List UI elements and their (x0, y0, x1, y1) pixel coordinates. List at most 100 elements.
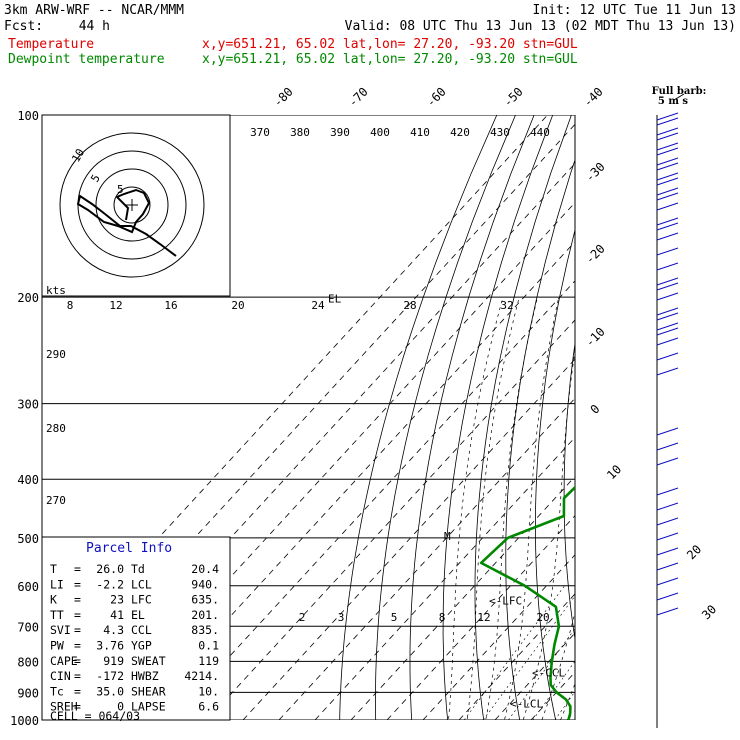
mixing-ratio-label: 5 (391, 611, 398, 624)
wind-barb (656, 487, 679, 496)
isotherm-label: -70 (346, 85, 371, 110)
parcel-param-name: YGP (131, 639, 152, 653)
isotherm-line (278, 397, 575, 720)
barb-legend-units: 5 m s (658, 96, 689, 107)
level-marker-el: EL (328, 292, 342, 305)
mixing-ratio-label: 20 (536, 611, 549, 624)
isotherm-label: 20 (684, 542, 704, 562)
theta-label: 390 (330, 126, 350, 139)
level-markers: EL <-LFC <-CCL <-LCL M (328, 292, 565, 710)
parcel-param-equals: = (74, 684, 81, 698)
mixing-ratio-label: 3 (338, 611, 345, 624)
parcel-param-value: 20.4 (191, 562, 219, 576)
parcel-param-name: TT (50, 608, 64, 622)
wind-barb (656, 427, 679, 436)
mixing-ratio-label: 32 (500, 299, 513, 312)
moist-adiabat (560, 682, 575, 720)
dry-adiabat (409, 115, 535, 720)
parcel-param-name: CAPE (50, 654, 78, 668)
parcel-info-box: Parcel Info T = 26.0 Td 20.4 LI = -2.2 LCL 940. K =… (41, 536, 231, 723)
parcel-param-value: 919 (103, 654, 124, 668)
dry-adiabat (375, 115, 516, 720)
isotherm-line (458, 593, 575, 720)
pressure-tick-label: 400 (17, 473, 39, 487)
sounding-series (479, 115, 740, 720)
parcel-param-value: 119 (198, 654, 219, 668)
parcel-param-name: SHEAR (131, 684, 166, 698)
wind-barb (656, 337, 679, 346)
parcel-param-name: Td (131, 562, 145, 576)
parcel-param-equals: = (74, 593, 81, 607)
dry-adiabat (670, 115, 740, 733)
isotherm-labels: -80 -70 -60 -50 -40 -30 -20 -10 0 10 20 30 40 370 380 3… (46, 0, 719, 624)
wind-barb (656, 127, 679, 136)
parcel-param-value: 0.1 (198, 639, 219, 653)
parcel-param-value: -2.2 (96, 577, 124, 591)
hodograph-units: kts (46, 284, 66, 297)
isotherm-label: -40 (581, 85, 606, 110)
dry-adiabat (619, 115, 669, 733)
parcel-param-name: CIN (50, 669, 71, 683)
wind-barb (656, 247, 679, 256)
dry-adiabat (645, 115, 705, 733)
parcel-param-equals: = (74, 700, 81, 714)
wind-barb (656, 327, 679, 336)
parcel-param-name: K (50, 593, 57, 607)
temperature-legend: Temperature (8, 37, 94, 52)
isotherm-line (566, 710, 575, 720)
parcel-info-frame (41, 536, 231, 721)
parcel-param-name: LFC (131, 593, 152, 607)
hodograph-ring-label: 10 (69, 147, 87, 165)
pressure-tick-label: 800 (17, 655, 39, 669)
mixing-ratio-label: 12 (109, 299, 122, 312)
pressure-tick-label: 200 (17, 291, 39, 305)
wind-barb (656, 517, 679, 526)
temperature-profile (587, 115, 740, 720)
mixing-ratio-line (554, 690, 575, 720)
parcel-param-value: 0 (117, 700, 124, 714)
isotherm-line (494, 632, 575, 720)
parcel-cell: CELL = 064/03 (50, 709, 140, 723)
pressure-tick-label: 300 (17, 398, 39, 412)
wind-barb (656, 157, 679, 166)
parcel-param-name: SVI (50, 623, 71, 637)
wind-barb (656, 232, 679, 241)
mixing-ratio-label: 16 (164, 299, 177, 312)
dry-adiabat (474, 115, 572, 720)
wind-barb (656, 307, 679, 316)
moist-adiabat (573, 297, 701, 733)
wind-barb (656, 172, 679, 181)
parcel-param-value: 10. (198, 684, 219, 698)
wind-barb (656, 177, 679, 186)
theta-label: 280 (46, 422, 66, 435)
pressure-tick-label: 600 (17, 580, 39, 594)
isotherm-label: 0 (588, 402, 603, 417)
mixing-ratio-label: 8 (439, 611, 446, 624)
mixing-ratio-label: 12 (477, 611, 490, 624)
hodograph-rings (59, 132, 205, 278)
moist-adiabat (466, 297, 520, 720)
parcel-param-name: LI (50, 577, 64, 591)
parcel-param-value: 6.6 (198, 700, 219, 714)
mixing-ratio-line (532, 660, 575, 720)
wind-barb (656, 577, 679, 586)
wind-barb (656, 562, 679, 571)
dry-adiabat (534, 228, 575, 720)
isotherm-label: 10 (604, 462, 624, 482)
wind-barb (656, 142, 679, 151)
pressure-tick-label: 900 (17, 686, 39, 700)
parcel-param-name: LCL (131, 577, 152, 591)
hodograph-ring (59, 132, 205, 278)
isotherm-label: -30 (583, 160, 608, 185)
theta-label: 410 (410, 126, 430, 139)
hodograph: 10 5 5 kts (41, 114, 231, 297)
wind-barb (656, 192, 679, 201)
wind-barb (656, 592, 679, 601)
wind-barb (656, 277, 679, 286)
isotherm-line (530, 671, 575, 720)
mixing-ratio-label: 24 (311, 299, 325, 312)
pressure-tick-label: 1000 (10, 714, 39, 728)
mixing-ratio-label: 2 (299, 611, 306, 624)
wind-barb (656, 202, 679, 211)
isotherm-line (242, 358, 575, 720)
